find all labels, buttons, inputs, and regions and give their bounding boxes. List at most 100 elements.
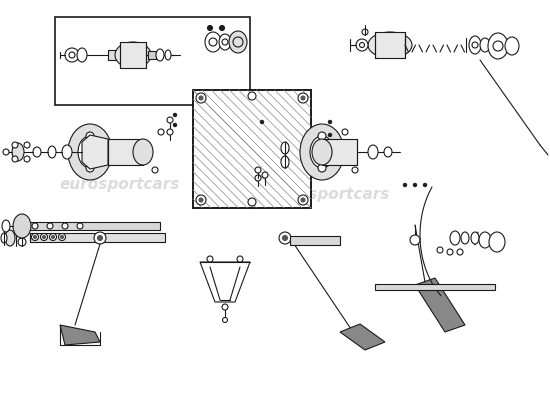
Bar bbox=[290, 236, 340, 245]
Circle shape bbox=[52, 236, 54, 238]
Circle shape bbox=[158, 129, 164, 135]
Circle shape bbox=[318, 132, 326, 140]
Circle shape bbox=[86, 164, 94, 172]
Circle shape bbox=[47, 223, 53, 229]
Polygon shape bbox=[60, 325, 100, 345]
Ellipse shape bbox=[281, 156, 289, 168]
Bar bbox=[55, 17, 250, 105]
Circle shape bbox=[318, 164, 326, 172]
Circle shape bbox=[207, 256, 213, 262]
Bar bbox=[108, 139, 143, 165]
Circle shape bbox=[301, 198, 305, 202]
Circle shape bbox=[403, 183, 407, 187]
Ellipse shape bbox=[33, 147, 41, 157]
Ellipse shape bbox=[115, 42, 151, 68]
Ellipse shape bbox=[77, 48, 87, 62]
Circle shape bbox=[34, 236, 36, 238]
Ellipse shape bbox=[78, 136, 102, 168]
Bar bbox=[108, 50, 118, 60]
Circle shape bbox=[283, 236, 288, 240]
Circle shape bbox=[196, 93, 206, 103]
Circle shape bbox=[32, 223, 38, 229]
Circle shape bbox=[219, 26, 224, 30]
Circle shape bbox=[248, 198, 256, 206]
Ellipse shape bbox=[48, 146, 56, 158]
Ellipse shape bbox=[12, 143, 24, 161]
Circle shape bbox=[12, 142, 18, 148]
Ellipse shape bbox=[384, 147, 392, 157]
Ellipse shape bbox=[5, 230, 15, 246]
Circle shape bbox=[196, 195, 206, 205]
Circle shape bbox=[24, 142, 30, 148]
Circle shape bbox=[24, 156, 30, 162]
Text: eurosportcars: eurosportcars bbox=[270, 188, 390, 202]
Circle shape bbox=[328, 120, 332, 124]
Polygon shape bbox=[340, 324, 385, 350]
Circle shape bbox=[94, 232, 106, 244]
Bar bbox=[322, 139, 357, 165]
Ellipse shape bbox=[133, 139, 153, 165]
Circle shape bbox=[279, 232, 291, 244]
Circle shape bbox=[77, 223, 83, 229]
Ellipse shape bbox=[219, 34, 231, 50]
Circle shape bbox=[86, 132, 94, 140]
Circle shape bbox=[262, 172, 268, 178]
Circle shape bbox=[12, 156, 18, 162]
Circle shape bbox=[18, 229, 26, 237]
Bar bbox=[148, 51, 156, 59]
Circle shape bbox=[50, 234, 57, 240]
Circle shape bbox=[18, 238, 26, 246]
Ellipse shape bbox=[469, 36, 481, 54]
Bar bbox=[193, 90, 311, 208]
Bar bbox=[30, 233, 165, 242]
Circle shape bbox=[260, 120, 264, 124]
Ellipse shape bbox=[471, 232, 479, 244]
Ellipse shape bbox=[368, 32, 412, 58]
Ellipse shape bbox=[281, 142, 289, 154]
Circle shape bbox=[58, 234, 65, 240]
Ellipse shape bbox=[62, 145, 72, 159]
Bar bbox=[120, 42, 146, 68]
Circle shape bbox=[41, 234, 47, 240]
Circle shape bbox=[356, 39, 368, 51]
Ellipse shape bbox=[489, 232, 505, 252]
Ellipse shape bbox=[300, 124, 344, 180]
Ellipse shape bbox=[368, 145, 378, 159]
Circle shape bbox=[173, 113, 177, 117]
Polygon shape bbox=[82, 135, 108, 169]
Circle shape bbox=[493, 41, 503, 51]
Circle shape bbox=[352, 167, 358, 173]
Ellipse shape bbox=[13, 214, 31, 238]
Circle shape bbox=[360, 42, 365, 48]
Circle shape bbox=[167, 117, 173, 123]
Ellipse shape bbox=[2, 220, 10, 232]
Ellipse shape bbox=[68, 124, 112, 180]
Circle shape bbox=[342, 129, 348, 135]
Circle shape bbox=[173, 123, 177, 127]
Circle shape bbox=[362, 29, 368, 35]
Ellipse shape bbox=[488, 33, 508, 59]
Ellipse shape bbox=[479, 232, 491, 248]
Circle shape bbox=[199, 96, 203, 100]
Circle shape bbox=[233, 37, 243, 47]
Circle shape bbox=[60, 236, 63, 238]
Ellipse shape bbox=[312, 139, 332, 165]
Circle shape bbox=[472, 42, 478, 48]
Polygon shape bbox=[200, 262, 250, 302]
Ellipse shape bbox=[1, 233, 7, 243]
Circle shape bbox=[298, 93, 308, 103]
Bar bbox=[375, 32, 405, 58]
Bar bbox=[30, 222, 160, 230]
Circle shape bbox=[423, 183, 427, 187]
Circle shape bbox=[152, 167, 158, 173]
Ellipse shape bbox=[505, 37, 519, 55]
Circle shape bbox=[209, 38, 217, 46]
Circle shape bbox=[222, 304, 228, 310]
Circle shape bbox=[255, 167, 261, 173]
Circle shape bbox=[301, 96, 305, 100]
Circle shape bbox=[248, 92, 256, 100]
Text: eurosportcars: eurosportcars bbox=[60, 178, 180, 192]
Ellipse shape bbox=[165, 50, 171, 60]
Circle shape bbox=[62, 223, 68, 229]
Circle shape bbox=[65, 48, 79, 62]
